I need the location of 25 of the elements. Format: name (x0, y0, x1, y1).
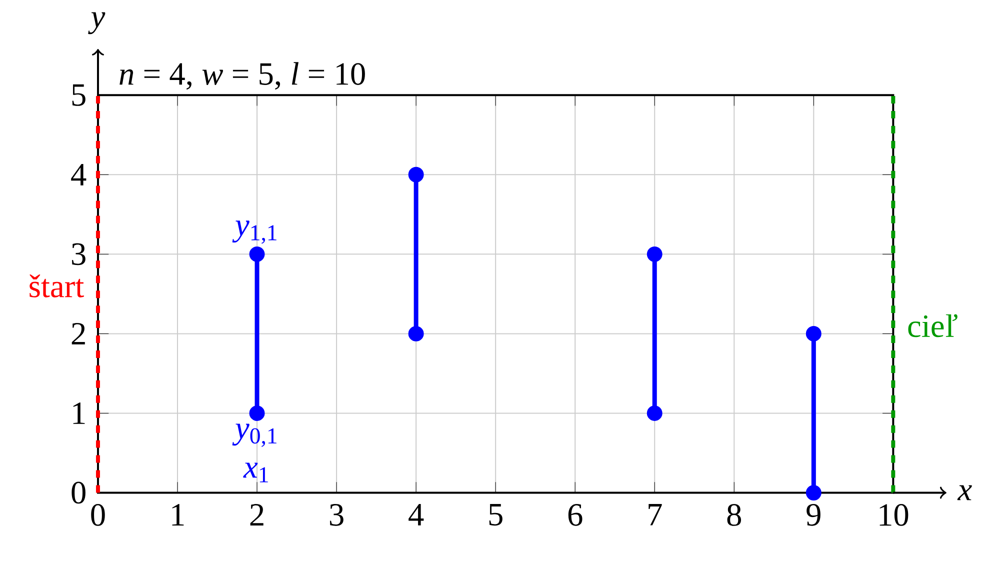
x-tick-label: 9 (806, 504, 820, 526)
x-tick-label: 7 (648, 504, 662, 526)
y-tick-label: 0 (72, 482, 86, 504)
y-tick-label: 1 (73, 402, 85, 424)
x-tick-label: 1 (172, 504, 184, 526)
ref-line-label: štart (30, 274, 84, 298)
chart-title: n = 4, w = 5, l = 10 (120, 62, 365, 90)
annotation: x$_{1}$ (243, 462, 268, 482)
x-tick-label: 2 (250, 504, 264, 526)
x-tick-label: 0 (91, 504, 105, 526)
y-axis-title: y (88, 12, 106, 34)
y-tick-label: 5 (72, 84, 86, 106)
x-tick-label: 5 (489, 504, 502, 526)
x-tick-label: 10 (880, 504, 908, 526)
y-tick-label: 4 (71, 164, 86, 186)
x-axis-title: x (957, 485, 972, 500)
x-tick-label: 3 (330, 504, 344, 526)
x-tick-label: 8 (727, 504, 742, 526)
y-tick-label: 3 (72, 243, 86, 266)
annotation: y$_{1,1}$ (232, 220, 276, 244)
x-tick-label: 4 (408, 504, 424, 526)
y-tick-label: 2 (72, 322, 85, 344)
ref-line-label: cieľ (908, 314, 958, 338)
x-tick-label: 6 (568, 504, 582, 526)
annotation: y$_{0,1}$ (232, 424, 276, 447)
